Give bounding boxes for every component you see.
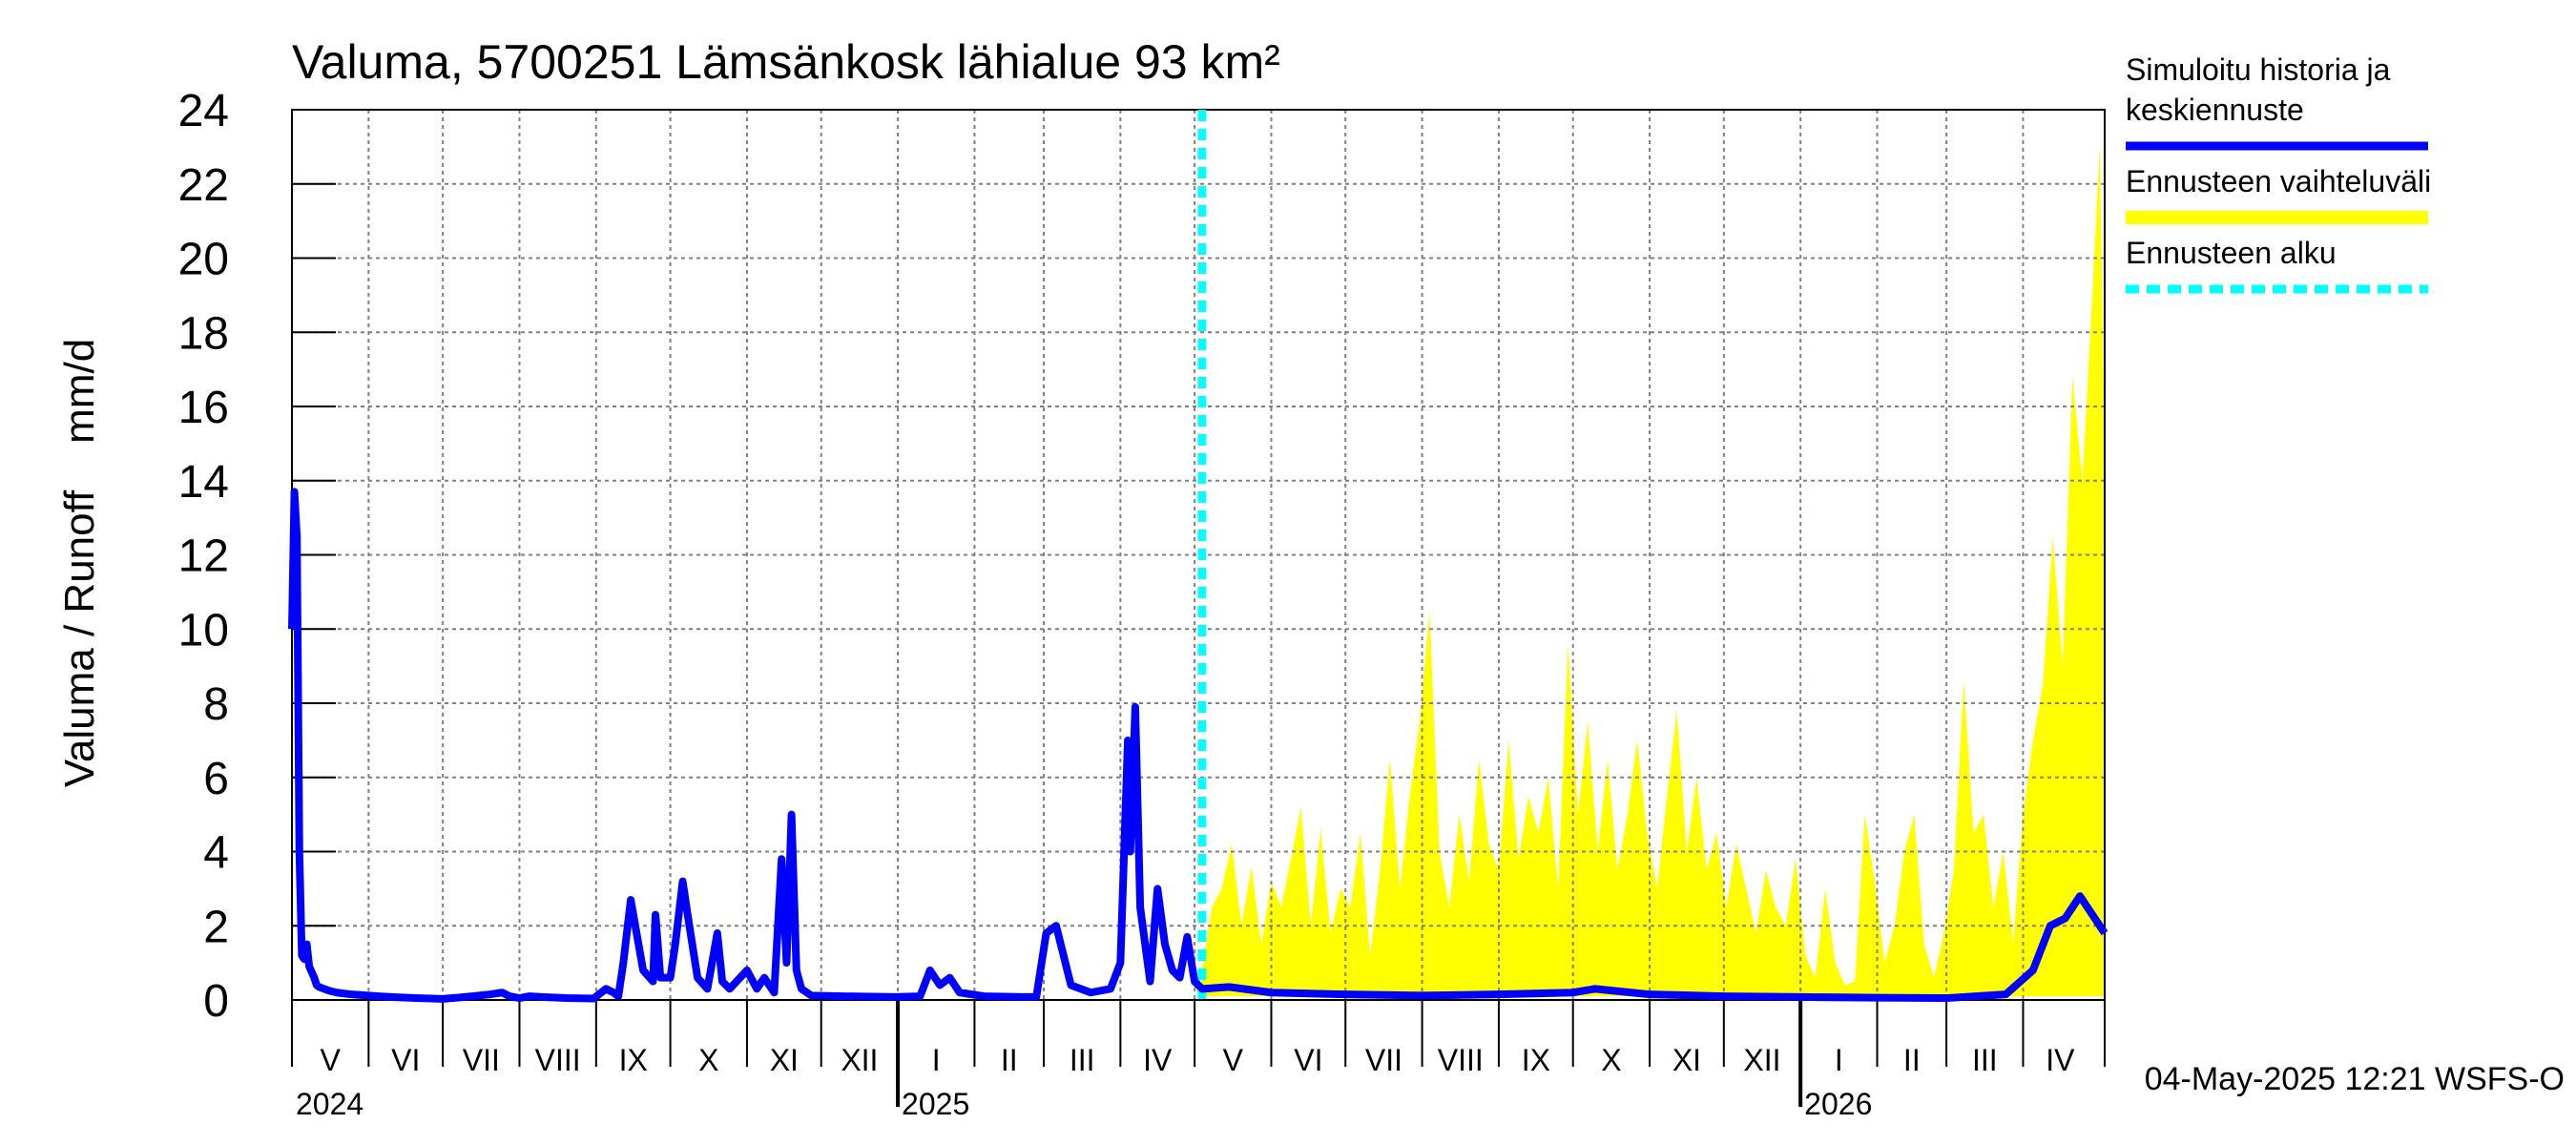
y-tick-label: 4 bbox=[203, 828, 229, 879]
legend-label: Simuloitu historia ja bbox=[2126, 52, 2391, 87]
y-tick-label: 8 bbox=[203, 679, 229, 730]
month-label: IX bbox=[1522, 1043, 1550, 1077]
y-tick-label: 12 bbox=[178, 531, 229, 582]
y-tick-label: 24 bbox=[178, 86, 229, 136]
legend-label: Ennusteen alku bbox=[2126, 236, 2337, 270]
month-label: V bbox=[1223, 1043, 1244, 1077]
year-label: 2024 bbox=[296, 1087, 364, 1121]
year-label: 2025 bbox=[902, 1087, 969, 1121]
forecast-range-area bbox=[1201, 146, 2105, 997]
legend: Simuloitu historia ja keskiennuste Ennuste… bbox=[2126, 52, 2431, 294]
month-label: VIII bbox=[1438, 1043, 1484, 1077]
y-tick-label: 22 bbox=[178, 160, 229, 211]
month-label: VI bbox=[1294, 1043, 1322, 1077]
y-tick-label: 2 bbox=[203, 902, 229, 952]
month-label: XI bbox=[1672, 1043, 1701, 1077]
year-label: 2026 bbox=[1804, 1087, 1872, 1121]
month-label: IV bbox=[1143, 1043, 1173, 1077]
timestamp-label: 04-May-2025 12:21 WSFS-O bbox=[2145, 1061, 2565, 1097]
y-tick-label: 20 bbox=[178, 235, 229, 285]
month-label: XII bbox=[841, 1043, 878, 1077]
month-label: V bbox=[321, 1043, 342, 1077]
month-label: VII bbox=[463, 1043, 500, 1077]
month-label: IV bbox=[2046, 1043, 2075, 1077]
month-label: I bbox=[1835, 1043, 1843, 1077]
y-axis-label: Valuma / Runoff mm/d bbox=[56, 339, 103, 787]
month-label: VI bbox=[391, 1043, 420, 1077]
legend-label: Ennusteen vaihteluväli bbox=[2126, 164, 2431, 198]
month-label: II bbox=[1001, 1043, 1018, 1077]
month-label: III bbox=[1070, 1043, 1095, 1077]
month-label: III bbox=[1972, 1043, 1998, 1077]
month-label: I bbox=[932, 1043, 941, 1077]
month-label: II bbox=[1903, 1043, 1921, 1077]
month-label: VIII bbox=[535, 1043, 581, 1077]
chart-title: Valuma, 5700251 Lämsänkosk lähialue 93 k… bbox=[292, 35, 1280, 89]
y-tick-label: 14 bbox=[178, 457, 229, 508]
y-tick-label: 16 bbox=[178, 383, 229, 433]
y-tick-label: 6 bbox=[203, 754, 229, 804]
month-label: X bbox=[698, 1043, 718, 1077]
month-label: XI bbox=[770, 1043, 799, 1077]
month-label: XII bbox=[1743, 1043, 1780, 1077]
month-label: IX bbox=[619, 1043, 648, 1077]
y-tick-label: 0 bbox=[203, 976, 229, 1027]
month-label: VII bbox=[1365, 1043, 1402, 1077]
legend-label: keskiennuste bbox=[2126, 93, 2304, 127]
month-label: X bbox=[1601, 1043, 1621, 1077]
history-forecast-line bbox=[288, 488, 2109, 1003]
y-tick-label: 18 bbox=[178, 308, 229, 359]
y-tick-label: 10 bbox=[178, 605, 229, 656]
